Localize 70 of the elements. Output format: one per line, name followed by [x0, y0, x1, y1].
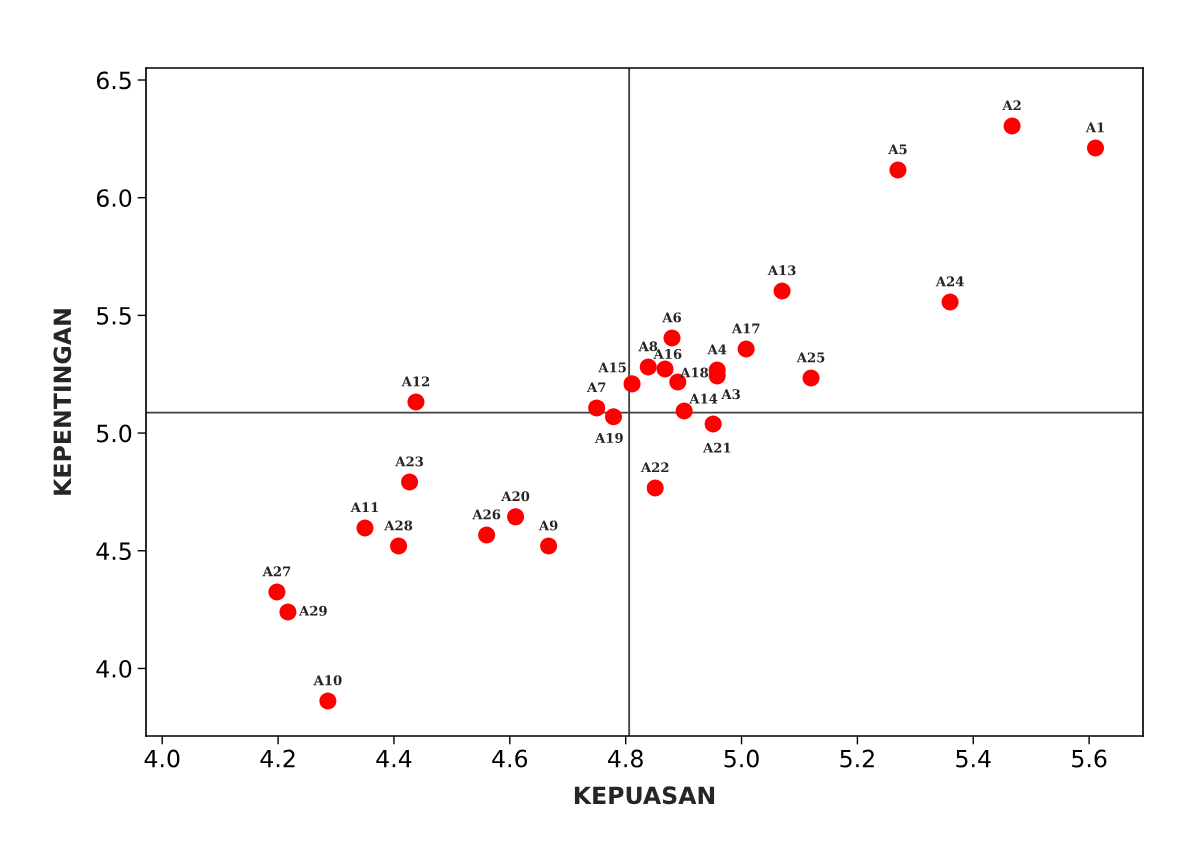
point: [773, 282, 791, 300]
annotation: A27: [262, 566, 291, 577]
point: [401, 473, 419, 491]
x-tick-label: 4.2: [260, 749, 295, 768]
x-tick-label: 4.0: [144, 749, 180, 768]
point: [802, 369, 820, 387]
annotation: A12: [401, 376, 430, 387]
point: [737, 340, 755, 358]
point: [675, 402, 693, 420]
x-tick-label: 5.4: [956, 749, 991, 768]
point: [390, 537, 408, 555]
annotation: A29: [298, 605, 327, 616]
point: [356, 519, 374, 537]
point: [605, 408, 623, 426]
annotation: A6: [662, 312, 682, 323]
y-tick-label: 5.5: [97, 307, 131, 325]
point: [623, 375, 641, 393]
annotation: A14: [689, 393, 718, 404]
y-tick-label: 4.5: [96, 542, 131, 561]
annotation: A18: [680, 367, 709, 378]
annotation: A3: [721, 389, 740, 400]
annotation: A20: [501, 491, 530, 502]
annotation: A28: [384, 520, 413, 531]
x-tick-label: 4.6: [492, 749, 528, 768]
annotation: A21: [702, 442, 731, 453]
point: [663, 329, 681, 347]
point: [889, 161, 907, 179]
y-tick-label: 6.0: [96, 189, 132, 207]
point: [1086, 139, 1104, 157]
point: [588, 399, 606, 417]
annotation: A11: [350, 502, 378, 513]
annotation: A24: [935, 276, 964, 287]
annotation: A1: [1085, 122, 1104, 133]
annotation: A26: [472, 509, 501, 520]
y-axis-title: KEPENTINGAN: [53, 309, 72, 495]
point: [478, 526, 496, 544]
x-tick-label: 5.0: [724, 749, 759, 768]
y-tick-label: 5.0: [97, 424, 132, 443]
annotation: A2: [1002, 100, 1021, 111]
annotation: A10: [313, 675, 342, 686]
annotation: A9: [538, 520, 558, 531]
point: [268, 583, 286, 601]
point: [941, 293, 959, 311]
annotation: A22: [640, 462, 669, 473]
annotation: A15: [598, 362, 626, 373]
point: [407, 393, 425, 411]
annotation: A23: [395, 456, 424, 467]
point: [704, 415, 722, 433]
annotation: A4: [707, 344, 727, 355]
annotation: A13: [767, 265, 796, 276]
point: [507, 508, 525, 526]
point: [646, 479, 664, 497]
annotation: A5: [888, 144, 907, 155]
point: [540, 537, 558, 555]
x-tick-label: 4.8: [608, 749, 643, 768]
annotation: A17: [731, 323, 760, 334]
x-tick-label: 5.6: [1072, 749, 1107, 768]
x-tick-label: 5.2: [840, 749, 874, 768]
point: [656, 360, 674, 378]
point: [1003, 117, 1021, 135]
point: [319, 692, 337, 710]
annotation: A7: [586, 382, 606, 393]
point: [279, 603, 297, 621]
x-tick-label: 4.4: [376, 749, 412, 768]
y-tick-label: 4.0: [96, 659, 132, 678]
y-tick-label: 6.5: [96, 71, 131, 90]
point: [639, 358, 657, 376]
annotation: A19: [594, 432, 623, 443]
annotation: A25: [796, 352, 825, 363]
x-axis-title: KEPUASAN: [574, 786, 715, 805]
